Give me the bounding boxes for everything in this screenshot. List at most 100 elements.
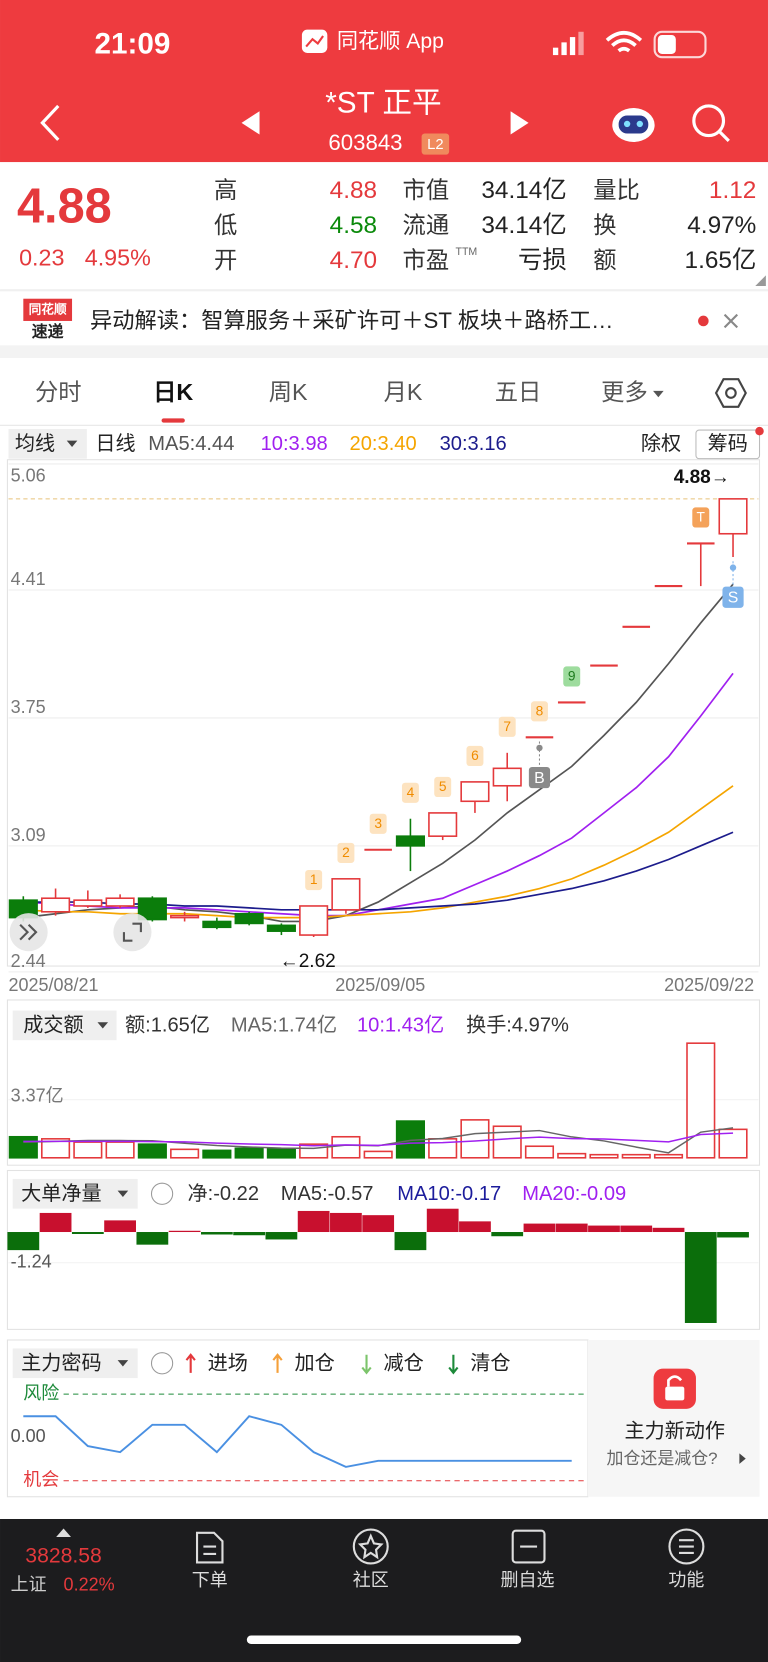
field-value: 4.97%: [687, 212, 756, 239]
footer-item[interactable]: 下单: [192, 1570, 228, 1590]
candle-body: [460, 781, 490, 803]
volume-bar: [686, 1042, 716, 1159]
search-icon[interactable]: [692, 104, 726, 138]
clock: 21:09: [95, 27, 171, 60]
chip-box[interactable]: [695, 429, 761, 460]
field-value: 1.12: [709, 177, 756, 204]
x-tick-label: 2025/09/05: [335, 975, 425, 995]
candle-body: [395, 835, 425, 847]
volume-title: 成交额: [23, 1014, 83, 1037]
menu-lines: [679, 1539, 694, 1554]
logo-top-bg: [23, 298, 73, 321]
tab[interactable]: 分时: [35, 379, 82, 405]
force-line: [23, 1415, 572, 1468]
footer-item[interactable]: 删自选: [501, 1570, 555, 1590]
side-card[interactable]: [587, 1339, 760, 1497]
candle-body: [41, 897, 71, 913]
help-icon[interactable]: [150, 1352, 174, 1375]
candle-body: [137, 897, 167, 921]
signal-icon: [552, 31, 584, 56]
force-title: 主力密码: [21, 1352, 101, 1375]
volume-bar: [105, 1141, 135, 1159]
field-label: 高: [214, 177, 237, 203]
signal-badge: [434, 776, 452, 798]
net-box[interactable]: [12, 1178, 138, 1209]
menu-icon: [668, 1528, 705, 1565]
divider: [0, 289, 768, 292]
net-title: 大单净量: [21, 1182, 101, 1205]
net-bar: [104, 1220, 136, 1233]
field-label: 市盈: [403, 247, 450, 273]
level-label: 0.00: [11, 1426, 46, 1446]
volume-bar: [331, 1135, 361, 1159]
field-label: 量比: [593, 177, 640, 203]
net-bar: [7, 1232, 40, 1251]
badge-bg: [421, 133, 450, 155]
candle-body: [266, 924, 296, 932]
community-icon: [352, 1528, 389, 1565]
high-annotation: 4.88→: [674, 467, 730, 488]
side-icon-shackle: [667, 1375, 683, 1387]
signal-badge: [530, 701, 548, 722]
signal-badge: [401, 782, 419, 803]
footer-items: 下单 社区 删自选 功能: [192, 1570, 705, 1590]
search-handle: [718, 130, 730, 143]
footer-item[interactable]: 社区: [353, 1570, 389, 1590]
change: 0.23: [19, 245, 64, 271]
next-stock[interactable]: [510, 111, 529, 135]
tab[interactable]: 更多: [601, 379, 648, 405]
legend-label: 进场: [208, 1352, 248, 1375]
expand-index[interactable]: [56, 1528, 71, 1538]
volume-bar: [524, 1145, 555, 1159]
robot-eye: [623, 120, 631, 128]
low-annotation: ←2.62: [280, 951, 336, 972]
net-bar: [588, 1225, 620, 1233]
field-label: 市值: [403, 177, 450, 203]
signal-badge: [369, 813, 387, 834]
side-icon-lock: [665, 1386, 685, 1401]
net-bar: [555, 1223, 588, 1233]
signal-label: 2: [342, 845, 350, 860]
side-subtitle: 加仓还是减仓?: [607, 1449, 718, 1468]
expand-corner[interactable]: [755, 275, 766, 287]
help-icon[interactable]: [150, 1182, 174, 1205]
prev-stock[interactable]: [241, 111, 260, 135]
section-gap: [0, 345, 768, 359]
tab-arrow: [653, 390, 664, 398]
net-bar: [297, 1210, 330, 1233]
dropdown-arrow: [117, 1190, 129, 1197]
signal-badge: [498, 716, 516, 737]
back-button[interactable]: [40, 104, 60, 141]
assistant-icon[interactable]: [612, 108, 655, 142]
volume-bar: [589, 1153, 619, 1159]
signal-bar: [569, 37, 576, 56]
net-bar: [136, 1232, 169, 1245]
tab-underline: [161, 418, 185, 423]
volume-bar: [137, 1143, 167, 1159]
force-box[interactable]: [12, 1348, 138, 1379]
tab[interactable]: 日K: [153, 379, 193, 405]
net-bar: [233, 1232, 266, 1236]
adjust-button[interactable]: 除权: [641, 432, 681, 455]
ma-legend: 20:3.40: [350, 433, 417, 455]
net-bar: [491, 1232, 524, 1237]
volume-legend: MA5:1.74亿: [231, 1014, 337, 1037]
signal-bar: [561, 42, 567, 56]
settings-icon[interactable]: [714, 378, 747, 408]
stock-code: 603843: [328, 130, 402, 155]
tab[interactable]: 月K: [384, 379, 423, 405]
volume-frame: [6, 999, 761, 1166]
volume-box[interactable]: [12, 1010, 117, 1041]
field-value: 4.88: [330, 177, 377, 204]
candle-body: [202, 920, 232, 929]
news-text[interactable]: 异动解读：智算服务＋采矿许可＋ST 板块＋路桥工…: [90, 308, 613, 333]
fullscreen-button[interactable]: [113, 913, 152, 952]
tab[interactable]: 五日: [495, 379, 542, 405]
close-news[interactable]: [723, 313, 739, 329]
y-tick-label: 3.37亿: [11, 1085, 64, 1105]
tab[interactable]: 周K: [269, 379, 308, 405]
y-tick-label: -1.24: [11, 1252, 52, 1272]
net-ma-legend: MA10:-0.17: [397, 1183, 501, 1205]
footer-item[interactable]: 功能: [668, 1570, 704, 1590]
